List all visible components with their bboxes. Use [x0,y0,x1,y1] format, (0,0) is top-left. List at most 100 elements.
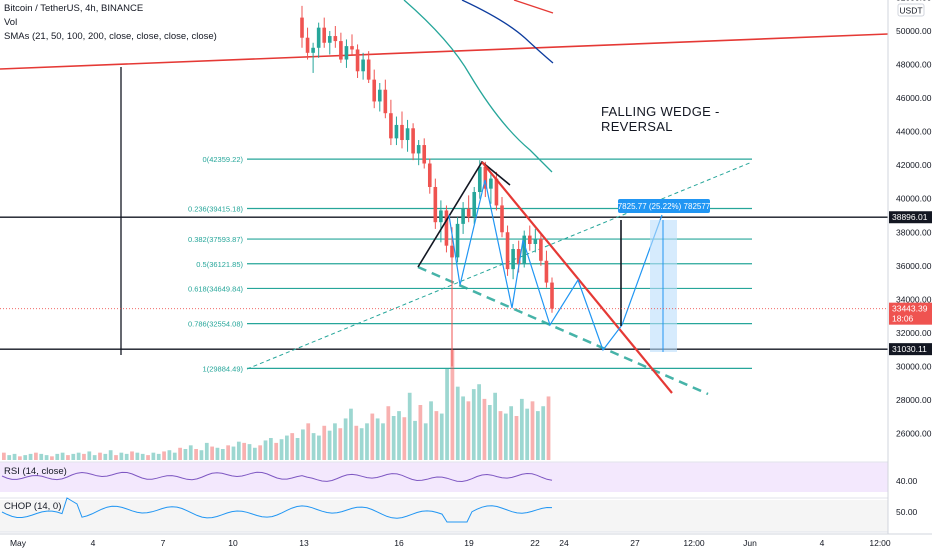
price-axis-bg [888,0,932,550]
fib-level-label: 0.786(32554.08) [188,320,244,329]
volume-bar [28,453,33,460]
candle-body [550,282,554,309]
volume-bar [183,449,188,460]
volume-bar [343,418,348,460]
volume-bar [338,428,343,460]
time-tick-label: 13 [299,538,309,548]
rsi-label: RSI (14, close) [4,466,67,477]
volume-bar [525,408,530,460]
volume-bar [135,452,140,460]
volume-bar [178,447,182,460]
sma-legend[interactable]: SMAs (21, 50, 100, 200, close, close, cl… [4,31,217,42]
candle-layer [300,5,554,367]
support-price-tag [889,343,932,356]
candle-body [350,46,354,50]
measure-label: 7825.77 (25.22%) 782577 [618,202,711,211]
time-tick-label: 16 [394,538,404,548]
currency-label: USDT [899,6,922,16]
drawings-over: 7825.77 (25.22%) 782577 [0,160,888,394]
volume-bar [482,398,487,460]
candle-body [411,128,415,154]
volume-bar [493,392,497,460]
indicator-layer: RSI (14, close) CHOP (14, 0) [0,461,888,533]
volume-bar [370,413,375,460]
pattern-annotation-line2: REVERSAL [601,119,673,134]
candle-body [511,249,515,270]
volume-bar [386,406,391,460]
volume-bar [82,453,86,460]
volume-bar [87,451,92,460]
symbol-legend[interactable]: Bitcoin / TetherUS, 4h, BINANCE [4,3,144,14]
volume-bar [92,455,97,460]
volume-bar [146,455,150,460]
volume-bar [333,423,337,460]
candle-body [327,36,332,43]
volume-bar [194,449,198,460]
candle-body [494,178,499,206]
price-tick-label: 50000.00 [896,26,932,36]
projected-path [448,179,663,352]
candle-body [344,46,349,60]
price-tick-label: 46000.00 [896,93,932,103]
volume-bar [455,386,460,460]
volume-bar [18,456,22,460]
volume-bar [114,455,118,460]
time-tick-label: 7 [161,538,166,548]
resistance-price-tag [889,211,932,224]
volume-bar [407,392,412,460]
volume-bar [477,384,481,460]
volume-bar [188,445,193,460]
candle-body [522,235,527,265]
time-tick-label: 4 [820,538,825,548]
candle-body [489,178,493,189]
candle-body [444,210,449,246]
volume-bar [450,350,455,460]
candle-body [300,17,304,38]
candle-body [305,37,310,53]
volume-bar [317,435,321,460]
volume-bar [247,444,252,460]
volume-bar [34,452,38,460]
volume-bar [263,440,268,460]
candle-body [472,192,477,218]
price-tick-label: 28000.00 [896,395,932,405]
volume-bar [530,401,535,460]
volume-bar [215,447,220,460]
volume-bar [156,453,161,460]
volume-bar [258,445,263,460]
volume-bar [268,438,273,460]
volume-bar [23,455,28,460]
volume-bar [471,389,476,460]
candle-body [455,223,460,258]
volume-bar [252,447,257,460]
fib-level-label: 0.236(39415.18) [188,205,244,214]
price-tick-label: 34000.00 [896,294,932,304]
chop-tick-label: 50.00 [896,507,918,517]
volume-bar [204,442,209,460]
time-tick-label: 27 [630,538,640,548]
volume-legend[interactable]: Vol [4,17,18,28]
measure-label-bg [618,199,710,213]
volume-bar [231,446,236,460]
volume-bar [12,453,17,460]
candle-body [466,208,471,218]
drawings-under: 0(42359.22) 0.236(39415.18) 0.382(37593.87… [0,0,889,396]
sma-200-line [461,0,554,64]
volume-bar [418,405,423,460]
chop-pane [0,500,888,532]
candle-body [333,36,338,42]
candle-body [416,145,421,154]
sma-50-line [513,0,554,14]
volume-bar [391,416,396,460]
candle-body [505,232,510,270]
volume-bar [242,442,247,460]
volume-bar [7,455,12,460]
candle-body [461,208,465,224]
volume-bar [44,455,49,460]
price-tick-label: 40000.00 [896,194,932,204]
volume-bar [311,433,316,460]
wedge-upper-trendline [481,161,673,394]
